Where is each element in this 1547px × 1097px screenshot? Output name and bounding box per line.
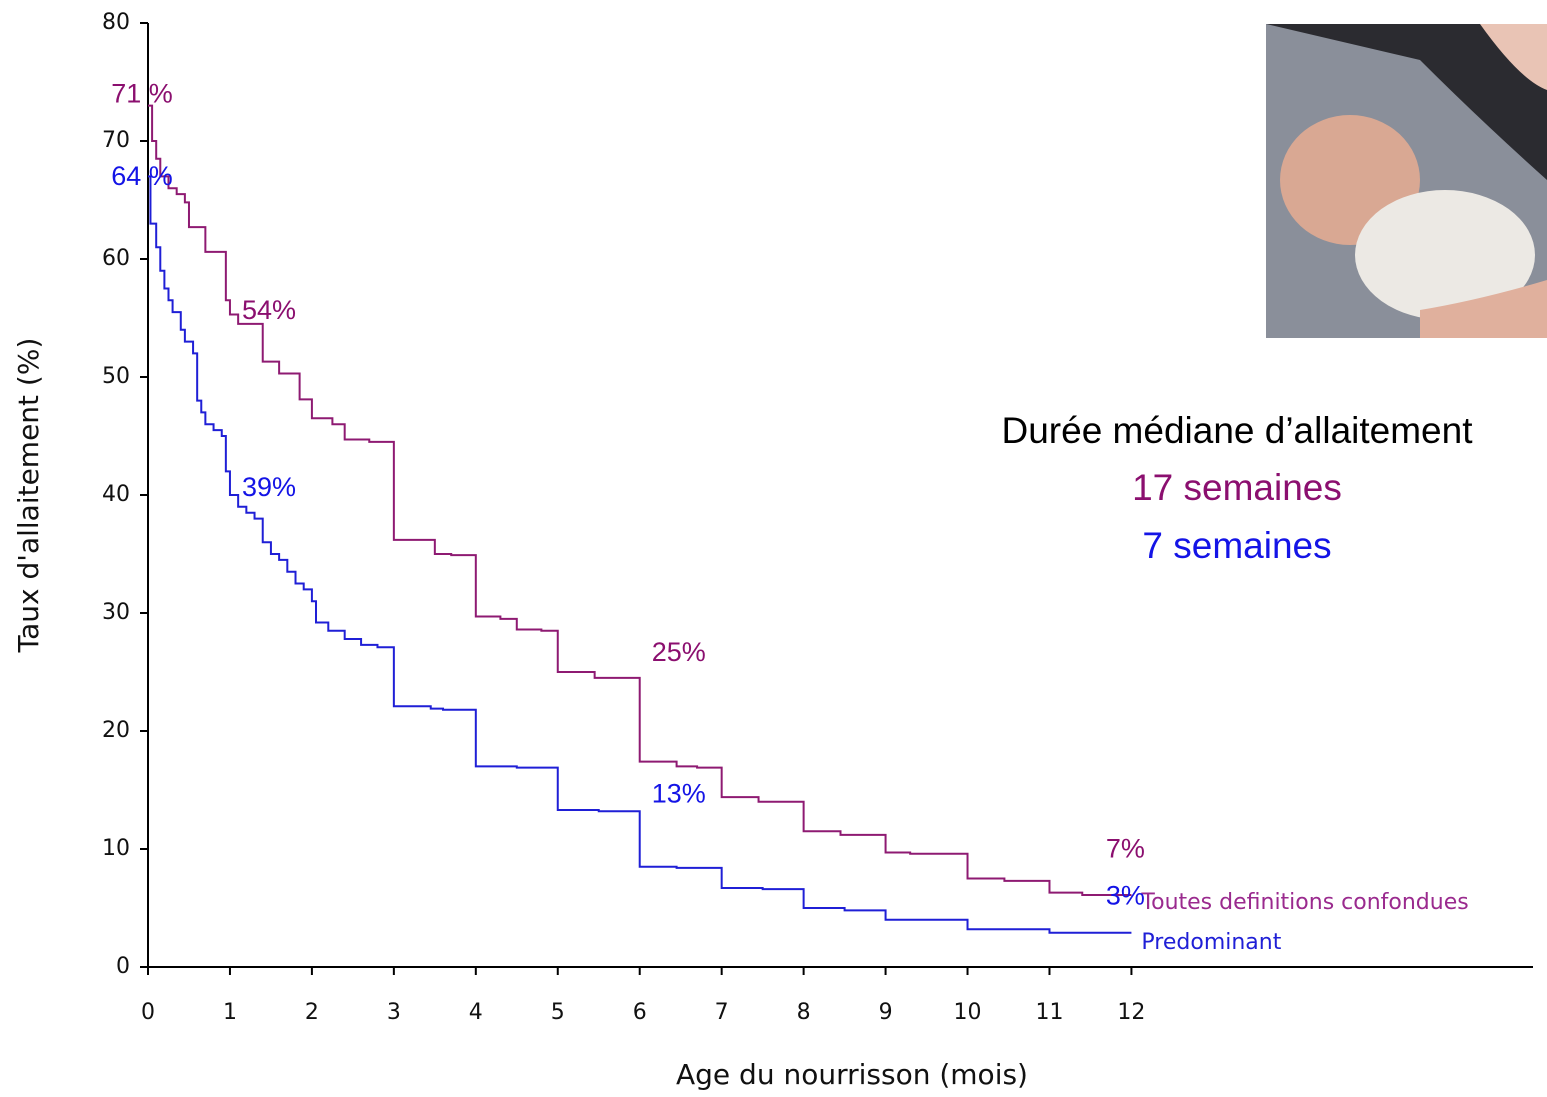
x-tick-label: 8 (797, 1000, 811, 1025)
photo-shape (1480, 24, 1547, 90)
x-tick-label: 5 (551, 1000, 565, 1025)
y-axis-title: Taux d'allaitement (%) (12, 338, 45, 654)
x-tick-label: 0 (141, 1000, 155, 1025)
photo (1266, 24, 1547, 338)
x-tick-label: 4 (469, 1000, 483, 1025)
x-tick-label: 2 (305, 1000, 319, 1025)
median-note-line: 7 semaines (1142, 525, 1331, 566)
y-tick-label: 10 (102, 836, 130, 861)
step-line (148, 104, 1132, 897)
y-tick-label: 30 (102, 600, 130, 625)
y-tick-label: 50 (102, 364, 130, 389)
y-tick-label: 60 (102, 246, 130, 271)
median-note-line: 17 semaines (1132, 467, 1342, 508)
step-line (148, 175, 1132, 934)
data-label: 13% (652, 779, 706, 809)
data-label: 64 % (111, 161, 173, 191)
series-end-label: Toutes definitions confondues (1140, 890, 1468, 915)
x-tick-label: 9 (879, 1000, 893, 1025)
photo-shape (1420, 280, 1547, 338)
x-tick-label: 6 (633, 1000, 647, 1025)
data-label: 25% (652, 637, 706, 667)
y-tick-label: 70 (102, 128, 130, 153)
median-note-title: Durée médiane d’allaitement (1002, 410, 1474, 451)
x-tick-label: 7 (715, 1000, 729, 1025)
y-tick-label: 20 (102, 718, 130, 743)
data-label: 54% (242, 295, 296, 325)
data-label: 7% (1106, 834, 1145, 864)
data-label: 71 % (111, 78, 173, 108)
series-end-label: Predominant (1141, 930, 1281, 955)
data-label: 3% (1106, 881, 1145, 911)
x-tick-label: 10 (954, 1000, 982, 1025)
x-tick-label: 1 (223, 1000, 237, 1025)
x-tick-label: 12 (1117, 1000, 1145, 1025)
photo-shadow (1266, 24, 1547, 180)
data-label: 39% (242, 472, 296, 502)
x-tick-label: 3 (387, 1000, 401, 1025)
y-tick-label: 40 (102, 482, 130, 507)
y-tick-label: 80 (102, 10, 130, 35)
x-axis-title: Age du nourrisson (mois) (676, 1058, 1028, 1091)
y-tick-label: 0 (116, 954, 130, 979)
photo-shape (1355, 190, 1535, 320)
x-tick-label: 11 (1035, 1000, 1063, 1025)
